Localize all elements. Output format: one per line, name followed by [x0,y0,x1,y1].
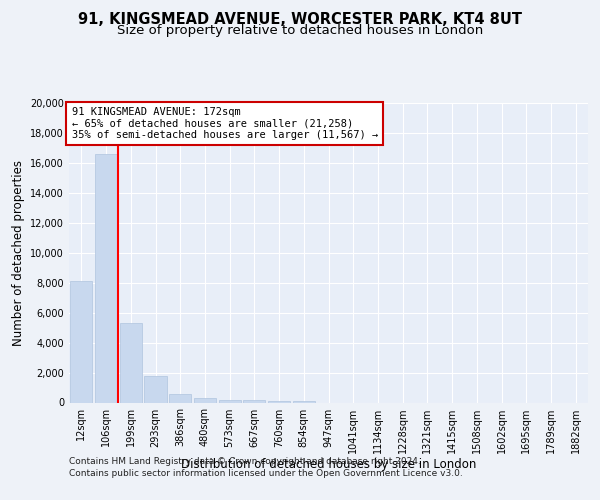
Bar [169,394,191,402]
Bar [194,398,216,402]
Bar [119,323,142,402]
Bar [243,400,265,402]
Y-axis label: Number of detached properties: Number of detached properties [12,160,25,346]
Bar [95,154,117,402]
Text: 91, KINGSMEAD AVENUE, WORCESTER PARK, KT4 8UT: 91, KINGSMEAD AVENUE, WORCESTER PARK, KT… [78,12,522,28]
X-axis label: Distribution of detached houses by size in London: Distribution of detached houses by size … [181,458,476,471]
Text: Contains public sector information licensed under the Open Government Licence v3: Contains public sector information licen… [69,468,463,477]
Text: Size of property relative to detached houses in London: Size of property relative to detached ho… [117,24,483,37]
Text: 91 KINGSMEAD AVENUE: 172sqm
← 65% of detached houses are smaller (21,258)
35% of: 91 KINGSMEAD AVENUE: 172sqm ← 65% of det… [71,107,378,140]
Bar [70,281,92,402]
Bar [218,400,241,402]
Text: Contains HM Land Registry data © Crown copyright and database right 2024.: Contains HM Land Registry data © Crown c… [69,458,421,466]
Bar [145,376,167,402]
Bar [293,401,315,402]
Bar [268,400,290,402]
